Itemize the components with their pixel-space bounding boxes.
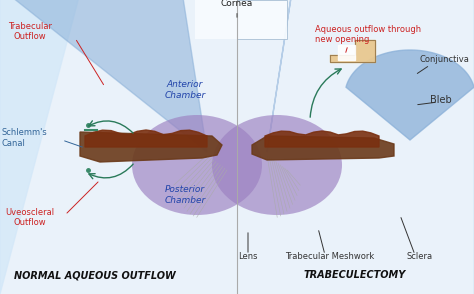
- Polygon shape: [265, 131, 379, 147]
- Text: NORMAL AQUEOUS OUTFLOW: NORMAL AQUEOUS OUTFLOW: [14, 270, 176, 280]
- Ellipse shape: [212, 115, 342, 215]
- Polygon shape: [85, 130, 207, 147]
- Polygon shape: [80, 132, 222, 162]
- Text: TRABECULECTOMY: TRABECULECTOMY: [304, 270, 406, 280]
- Text: Posterior
Chamber: Posterior Chamber: [164, 185, 206, 205]
- Text: Conjunctiva: Conjunctiva: [420, 56, 470, 64]
- Text: Trabecular
Outflow: Trabecular Outflow: [8, 22, 52, 41]
- Text: Sclera: Sclera: [407, 252, 433, 261]
- Polygon shape: [338, 45, 355, 60]
- Polygon shape: [267, 0, 474, 152]
- Text: Schlemm's
Canal: Schlemm's Canal: [2, 128, 48, 148]
- Text: Uveoscleral
Outflow: Uveoscleral Outflow: [5, 208, 55, 227]
- Text: Bleb: Bleb: [430, 95, 452, 105]
- Text: Lens: Lens: [238, 252, 258, 261]
- Text: Anterior
Chamber: Anterior Chamber: [164, 80, 206, 100]
- Polygon shape: [0, 0, 181, 294]
- Polygon shape: [293, 0, 474, 294]
- Ellipse shape: [132, 115, 262, 215]
- Polygon shape: [346, 50, 474, 140]
- Bar: [0, 0, 237, 294]
- Polygon shape: [252, 136, 394, 160]
- Text: Trabecular Meshwork: Trabecular Meshwork: [285, 252, 374, 261]
- Text: Aqueous outflow through
new opening: Aqueous outflow through new opening: [315, 25, 421, 44]
- Text: Cornea: Cornea: [221, 0, 253, 17]
- Bar: [195, 0, 237, 39]
- Bar: [237, 0, 474, 294]
- Polygon shape: [0, 0, 207, 152]
- Bar: [237, 0, 287, 39]
- Polygon shape: [330, 40, 375, 62]
